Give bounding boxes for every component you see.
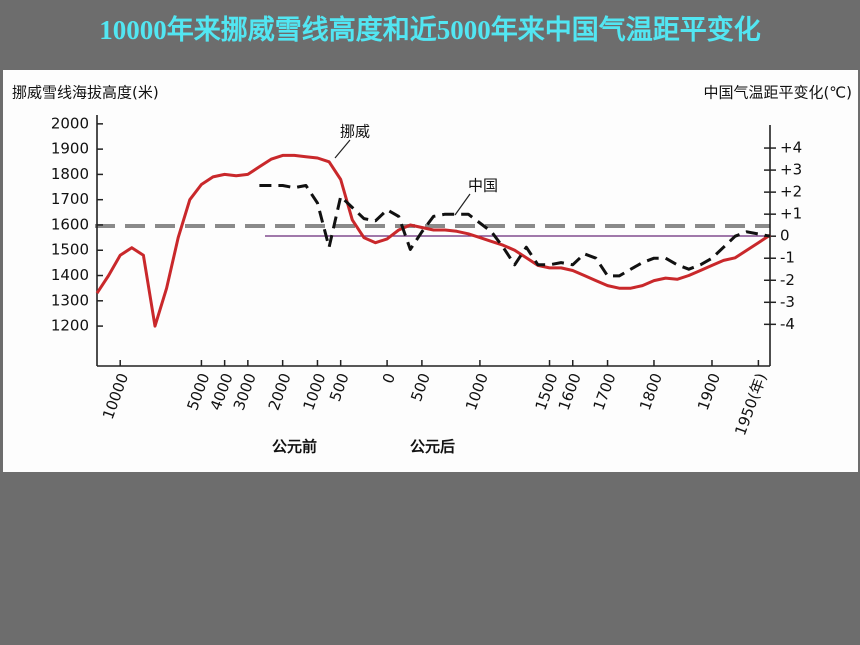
series-line [95, 153, 771, 328]
series-label: 中国 [468, 177, 498, 195]
chart-background [3, 70, 858, 472]
series-label: 挪威 [340, 123, 370, 141]
y-tick-label: 1800 [51, 165, 89, 183]
y2-tick-label: -3 [780, 293, 795, 311]
y2-tick-label: 0 [780, 227, 790, 245]
y2-tick-label: -4 [780, 315, 795, 333]
y-tick-label: 1700 [51, 190, 89, 208]
y2-tick-label: -2 [780, 271, 795, 289]
y2-tick-label: +3 [780, 161, 802, 179]
y-tick-label: 1600 [51, 215, 89, 233]
y-tick-label: 1500 [51, 241, 89, 259]
y2-tick-label: +4 [780, 139, 802, 157]
leader-line [454, 193, 471, 216]
era-label: 公元后 [410, 438, 455, 456]
slide-title: 10000年来挪威雪线高度和近5000年来中国气温距平变化 [99, 15, 761, 45]
y2-tick-label: +1 [780, 205, 802, 223]
y-tick-label: 1300 [51, 291, 89, 309]
y-tick-label: 1200 [51, 317, 89, 335]
y-tick-label: 2000 [51, 114, 89, 132]
y2-tick-label: -1 [780, 249, 795, 267]
y-axis-title: 挪威雪线海拔高度(米) [12, 84, 159, 102]
y-tick-label: 1400 [51, 266, 89, 284]
y-tick-label: 1900 [51, 140, 89, 158]
y2-tick-label: +2 [780, 183, 802, 201]
leader-line [334, 139, 351, 159]
era-label: 公元前 [272, 438, 317, 456]
y2-axis-title: 中国气温距平变化(℃) [703, 84, 852, 102]
series-line [259, 184, 771, 278]
